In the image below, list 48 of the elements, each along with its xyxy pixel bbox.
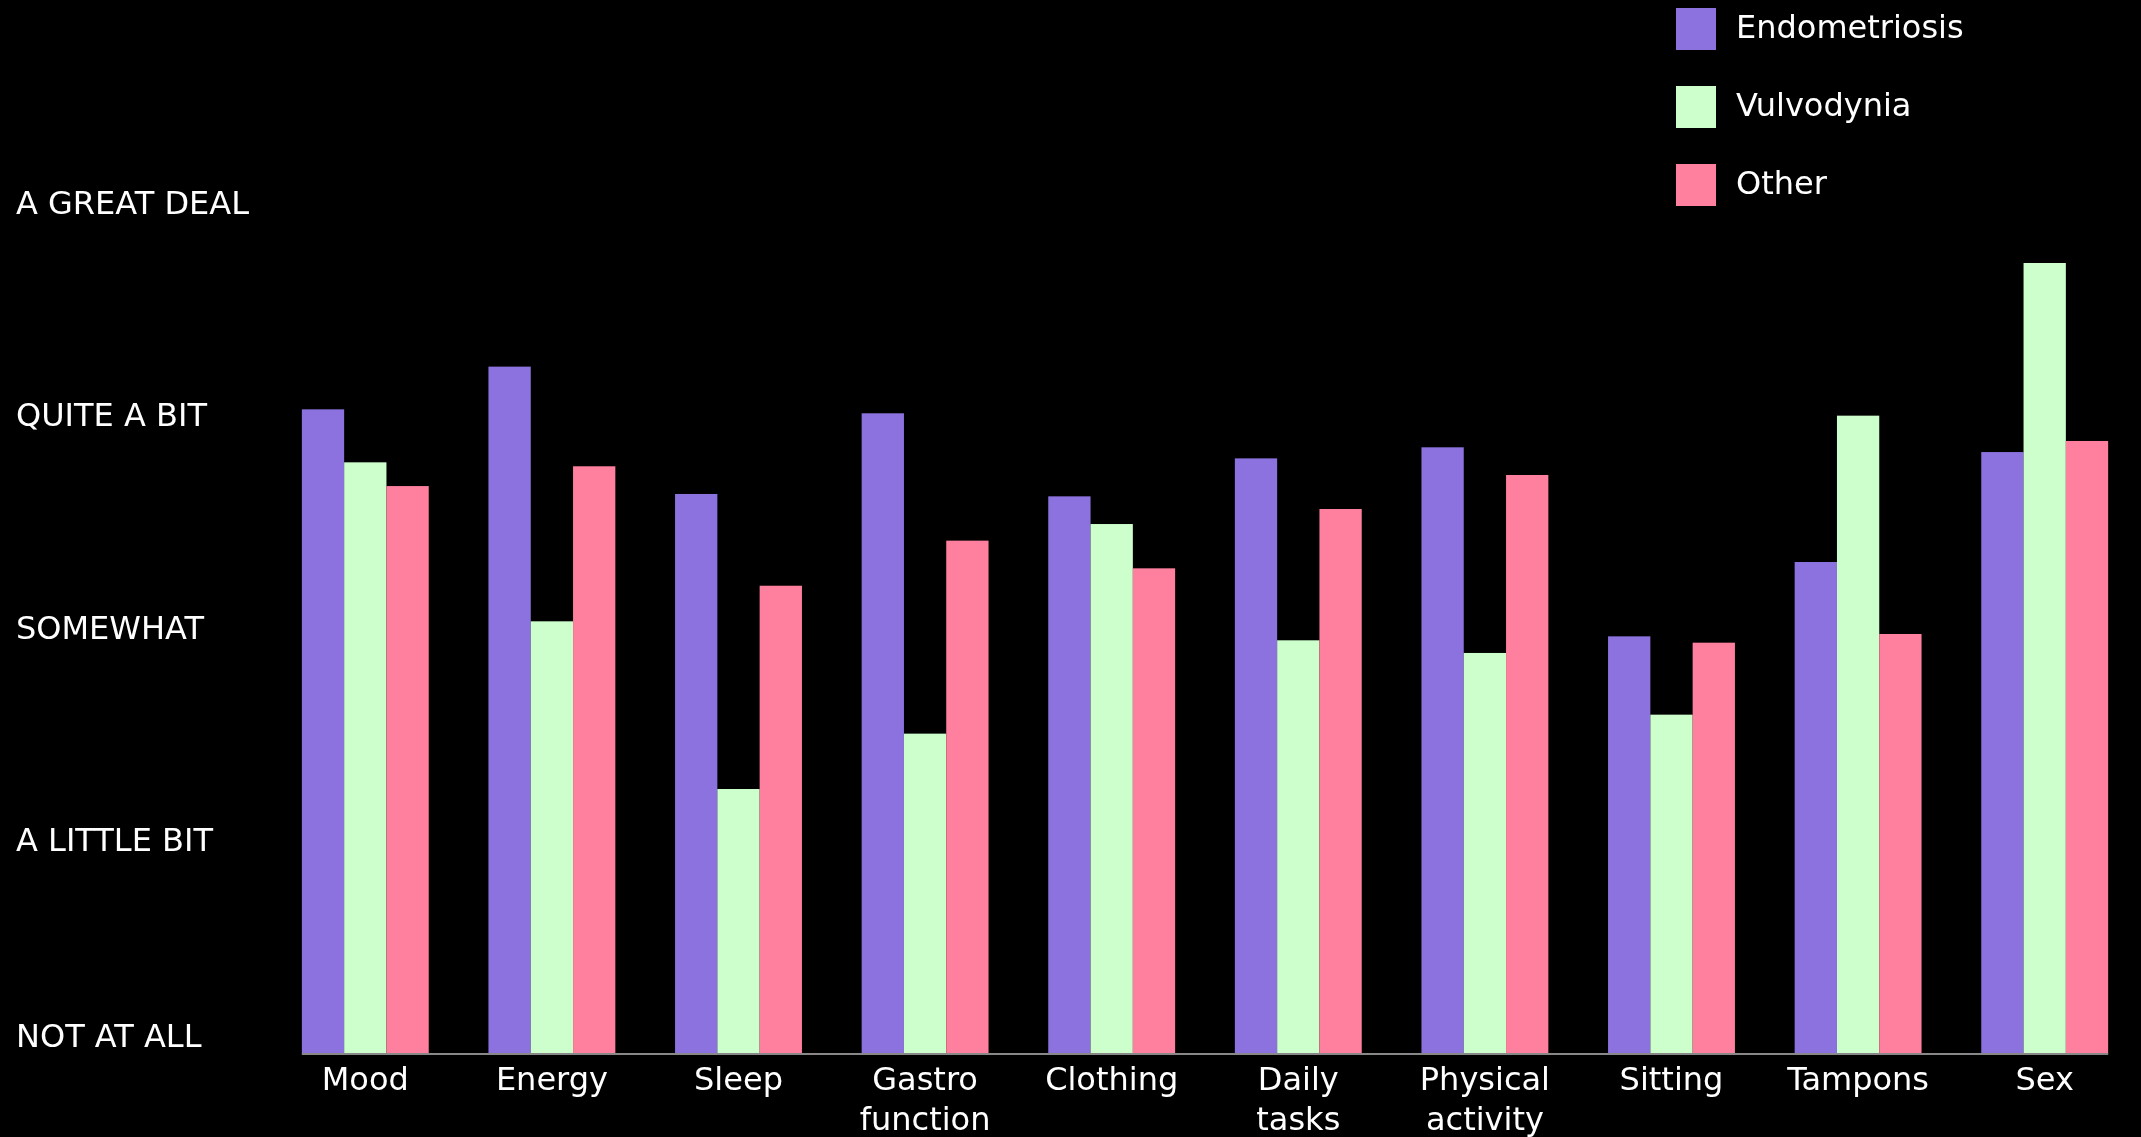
x-tick-label: Sitting — [1619, 1060, 1724, 1098]
legend-label: Vulvodynia — [1736, 86, 1912, 124]
text: QUITE A BIT — [16, 396, 208, 435]
bar — [1421, 447, 1464, 1054]
bar — [488, 366, 531, 1054]
text: NOT AT ALL — [16, 1017, 202, 1055]
x-tick-label: Mood — [321, 1060, 409, 1098]
legend-label: Endometriosis — [1736, 8, 1964, 46]
x-tick-label: Tampons — [1786, 1060, 1930, 1098]
bar — [344, 462, 387, 1054]
bar — [1090, 524, 1133, 1054]
bar — [1234, 458, 1278, 1054]
bar — [1132, 568, 1176, 1054]
bar — [301, 409, 345, 1054]
bar — [1463, 652, 1507, 1054]
bar — [1836, 415, 1880, 1054]
bar — [1879, 633, 1922, 1054]
bar — [903, 733, 947, 1054]
text: A LITTLE BIT — [16, 820, 214, 859]
legend-label: Other — [1736, 164, 1828, 202]
bar — [946, 540, 989, 1054]
bar — [2023, 263, 2066, 1054]
x-tick-label: Clothing — [1045, 1060, 1179, 1098]
x-tick-label: Sleep — [694, 1060, 783, 1098]
text: A GREAT DEAL — [16, 184, 250, 222]
bar — [1048, 496, 1091, 1054]
bar — [675, 493, 718, 1054]
bar — [1506, 474, 1549, 1054]
bar — [861, 413, 904, 1054]
bar — [759, 585, 802, 1054]
x-tick-label: Energy — [495, 1060, 608, 1098]
bar — [1981, 452, 2024, 1054]
bar — [530, 621, 574, 1054]
bar — [1650, 714, 1693, 1054]
x-tick-label: Gastro function — [859, 1060, 991, 1137]
bar — [717, 789, 760, 1054]
bar — [573, 466, 616, 1054]
bar — [1794, 562, 1837, 1054]
x-tick-label: Daily tasks — [1256, 1060, 1341, 1137]
bar — [1692, 642, 1735, 1054]
bar — [1608, 636, 1651, 1054]
x-tick-label: Physical activity — [1419, 1060, 1550, 1137]
bar — [1319, 509, 1362, 1054]
text: SOMEWHAT — [16, 608, 205, 647]
x-tick-label: Sex — [2015, 1060, 2074, 1098]
bar — [2065, 440, 2109, 1054]
bar — [386, 486, 429, 1054]
bar — [1277, 640, 1320, 1054]
